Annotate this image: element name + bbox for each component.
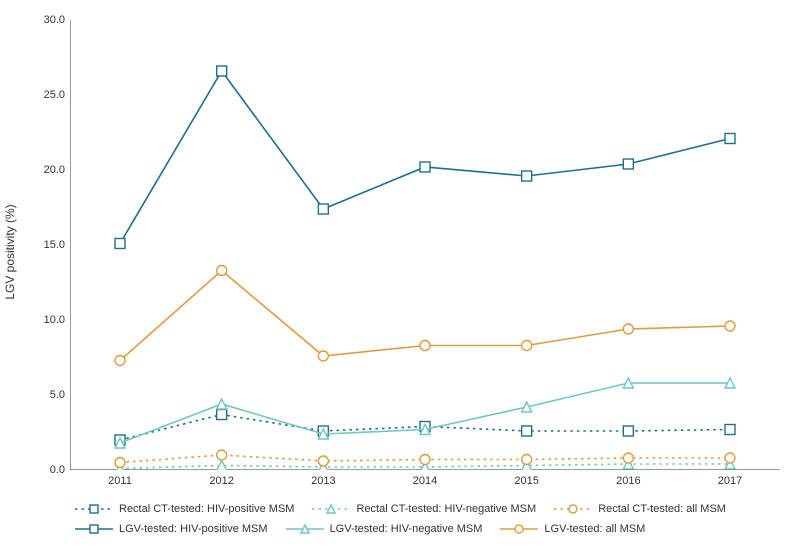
y-tick-label: 30.0 [44,14,65,26]
legend-label: LGV-tested: HIV-negative MSM [330,523,483,535]
series-lgv_hiv_pos [115,66,735,249]
series-lgv_hiv_neg [115,378,735,448]
legend-label: LGV-tested: all MSM [544,523,645,535]
x-tick-label: 2011 [108,475,132,487]
legend-item-lgv_hiv_neg: LGV-tested: HIV-negative MSM [286,522,483,536]
series-lgv_all [115,266,735,366]
legend-label: Rectal CT-tested: all MSM [598,503,726,515]
legend-item-rct_hiv_neg: Rectal CT-tested: HIV-negative MSM [312,502,536,516]
legend-row: LGV-tested: HIV-positive MSM LGV-tested: … [75,522,775,536]
y-tick-label: 15.0 [44,239,65,251]
plot-area [70,20,780,470]
legend-row: Rectal CT-tested: HIV-positive MSM Rectal… [75,502,775,516]
y-axis-label: LGV positivity (%) [3,204,17,299]
legend: Rectal CT-tested: HIV-positive MSM Rectal… [75,502,775,542]
series-rct_all [115,450,735,468]
lgv-positivity-chart: LGV positivity (%) 0.0 5.0 10.0 15.0 20.0 25.… [0,0,800,551]
legend-label: Rectal CT-tested: HIV-negative MSM [356,503,536,515]
legend-item-rct_hiv_pos: Rectal CT-tested: HIV-positive MSM [75,502,294,516]
x-tick-label: 2017 [718,475,742,487]
x-tick-label: 2012 [209,475,233,487]
legend-item-lgv_hiv_pos: LGV-tested: HIV-positive MSM [75,522,268,536]
legend-item-rct_all: Rectal CT-tested: all MSM [554,502,726,516]
y-tick-label: 5.0 [50,389,65,401]
x-tick-label: 2014 [413,475,437,487]
x-tick-label: 2013 [311,475,335,487]
x-tick-label: 2016 [616,475,640,487]
y-tick-label: 0.0 [50,464,65,476]
legend-item-lgv_all: LGV-tested: all MSM [500,522,645,536]
x-tick-label: 2015 [514,475,538,487]
legend-label: Rectal CT-tested: HIV-positive MSM [119,503,294,515]
legend-label: LGV-tested: HIV-positive MSM [119,523,268,535]
chart-svg [70,20,780,470]
y-tick-label: 10.0 [44,314,65,326]
y-tick-label: 25.0 [44,89,65,101]
y-tick-label: 20.0 [44,164,65,176]
